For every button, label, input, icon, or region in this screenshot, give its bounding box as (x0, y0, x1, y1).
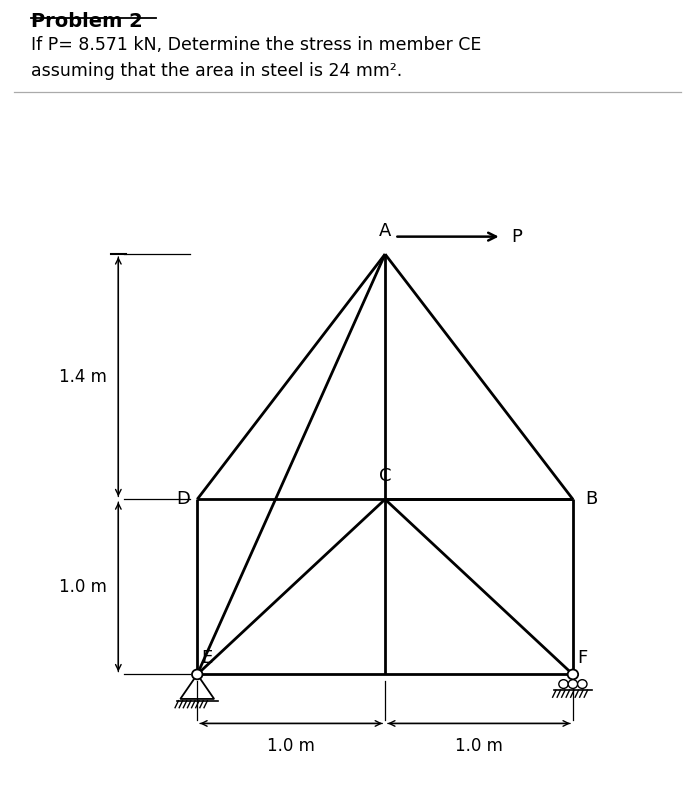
Text: D: D (176, 490, 190, 508)
Text: If P= 8.571 kN, Determine the stress in member CE: If P= 8.571 kN, Determine the stress in … (31, 36, 482, 54)
Text: 1.4 m: 1.4 m (59, 367, 107, 386)
Circle shape (192, 669, 202, 679)
Text: 1.0 m: 1.0 m (59, 578, 107, 596)
Text: assuming that the area in steel is 24 mm².: assuming that the area in steel is 24 mm… (31, 62, 402, 80)
Text: A: A (379, 222, 391, 240)
Circle shape (578, 680, 587, 689)
Text: 1.0 m: 1.0 m (267, 737, 315, 756)
Circle shape (569, 680, 578, 689)
Text: B: B (585, 490, 597, 508)
Text: 1.0 m: 1.0 m (455, 737, 503, 756)
Circle shape (559, 680, 569, 689)
Circle shape (568, 669, 578, 679)
Text: C: C (379, 467, 391, 485)
Text: P: P (511, 228, 522, 245)
Text: Problem 2: Problem 2 (31, 12, 143, 31)
Text: F: F (578, 650, 588, 667)
Text: E: E (202, 650, 213, 667)
